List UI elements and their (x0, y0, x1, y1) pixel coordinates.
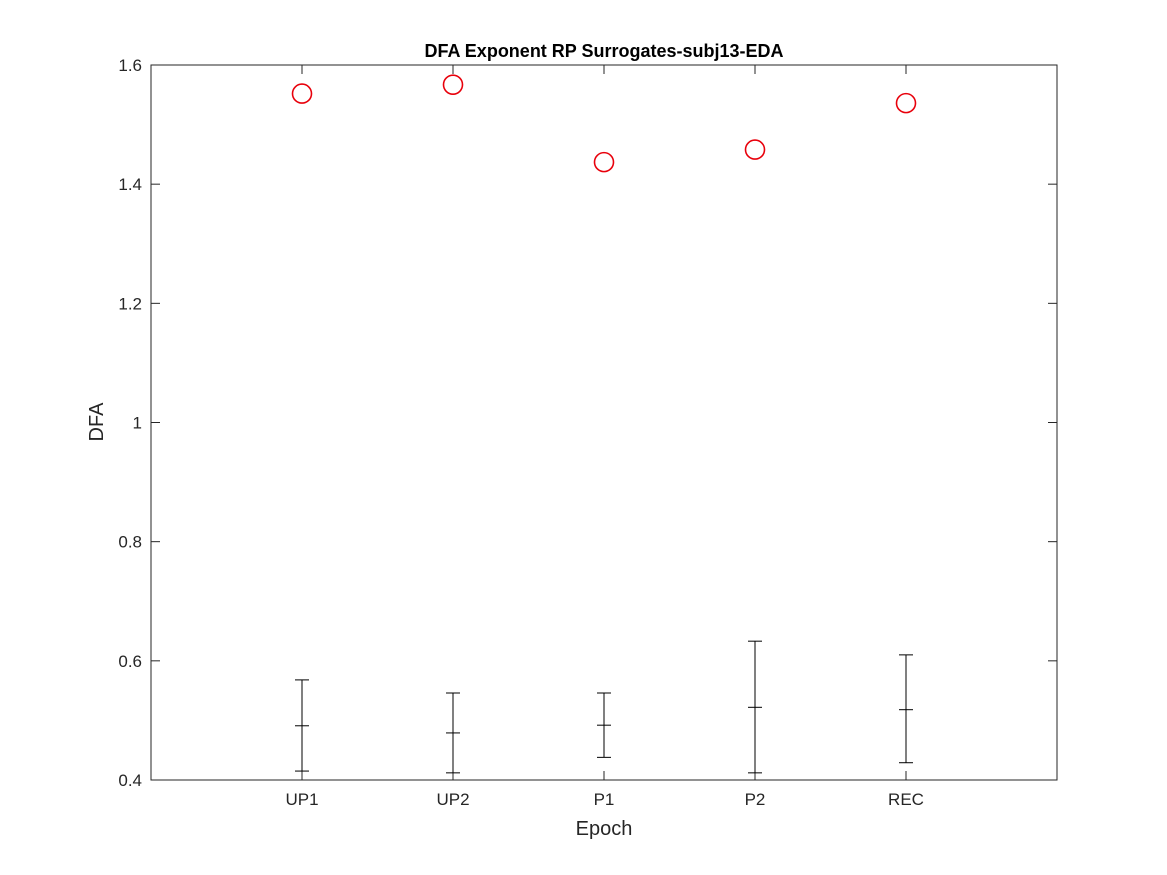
x-tick-label: P2 (745, 790, 766, 809)
error-bar (899, 654, 913, 764)
data-point-circle (442, 74, 464, 95)
y-tick-label: 0.4 (118, 771, 142, 790)
y-tick-label: 0.8 (118, 533, 142, 552)
x-axis-label: Epoch (576, 818, 633, 840)
data-point-circle (291, 83, 313, 104)
error-bar (597, 692, 611, 758)
x-tick-label: UP2 (436, 790, 469, 809)
data-point-circle (593, 151, 615, 173)
error-bar (295, 679, 309, 772)
x-tick-label: REC (888, 790, 924, 809)
chart-title: DFA Exponent RP Surrogates-subj13-EDA (424, 41, 783, 61)
error-bar (748, 640, 762, 774)
plot-area: 0.4 0.6 0.8 1 1.2 1.4 1.6 UP1 UP2 P1 P2 REC (118, 56, 1058, 809)
y-tick-label: 1.6 (118, 56, 142, 75)
y-tick-label: 1.2 (118, 294, 142, 313)
x-tick-label: UP1 (285, 790, 318, 809)
y-tick-label: 0.6 (118, 652, 142, 671)
y-tick-label: 1.4 (118, 175, 142, 194)
x-tick-label: P1 (594, 790, 615, 809)
y-axis-label: DFA (86, 402, 108, 442)
data-point-circle (895, 92, 917, 114)
error-bar (446, 692, 460, 774)
data-point-circle (744, 139, 766, 160)
y-tick-label: 1 (133, 414, 142, 433)
